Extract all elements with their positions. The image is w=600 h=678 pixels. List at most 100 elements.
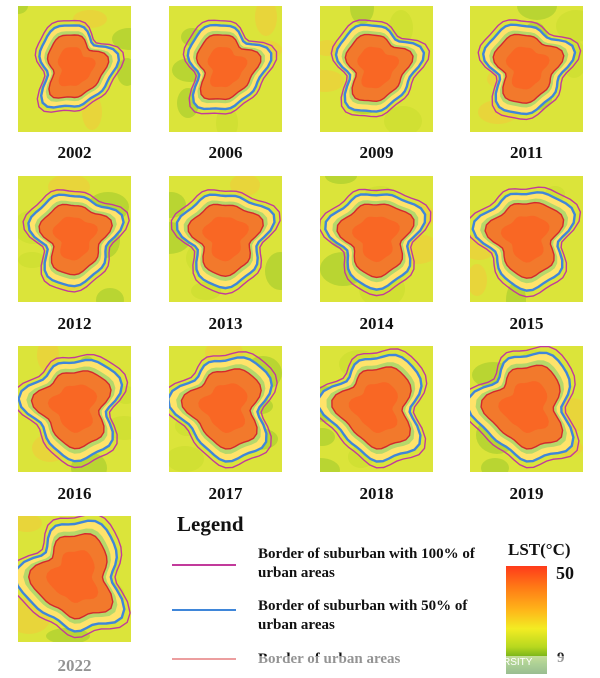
lst-map [470, 6, 583, 132]
map-panel [169, 176, 282, 302]
panel-year-label: 2015 [509, 314, 544, 333]
border-suburban-100 [320, 348, 428, 469]
border-suburban-50 [18, 358, 124, 463]
land-cover-patch [320, 70, 344, 92]
border-suburban-100 [18, 353, 129, 469]
map-panel [18, 6, 131, 132]
border-suburban-50 [334, 23, 426, 113]
panel-year-label: 2011 [509, 143, 544, 162]
border-suburban-100 [182, 19, 278, 115]
panel-year-label: 2018 [359, 484, 394, 503]
map-panel [470, 6, 583, 132]
land-cover-patch [73, 10, 107, 28]
border-suburban-100 [470, 186, 582, 298]
border-suburban-50 [169, 356, 274, 463]
lst-map [169, 176, 282, 302]
map-panel [320, 6, 433, 132]
panel-year-label: 2017 [208, 484, 243, 503]
map-panel [169, 6, 282, 132]
lst-map [18, 346, 131, 472]
land-cover-patch [18, 516, 42, 532]
urban-heat-core [348, 382, 398, 433]
border-suburban-100 [470, 346, 580, 469]
border-suburban-50 [27, 193, 125, 288]
border-suburban-100 [169, 351, 278, 469]
map-panel [18, 346, 131, 472]
lst-map [18, 6, 131, 132]
map-panel [470, 346, 583, 472]
map-panel [320, 346, 433, 472]
urban-heat-core [46, 550, 99, 603]
map-panel [169, 346, 282, 472]
legend-line-suburban-100 [172, 564, 236, 566]
land-cover-patch [556, 10, 583, 42]
border-suburban-50 [320, 353, 423, 463]
border-suburban-50 [18, 519, 126, 633]
urban-heat-core [352, 216, 400, 263]
land-cover-patch [18, 6, 28, 14]
land-cover-patch [112, 28, 131, 50]
land-cover-patch [255, 6, 277, 36]
border-suburban-50 [471, 191, 577, 292]
land-cover-patch [481, 458, 509, 472]
legend-title: Legend [177, 512, 244, 536]
land-cover-patch [117, 58, 131, 86]
urban-heat-core [505, 46, 550, 90]
panel-year-label: 2012 [57, 314, 92, 333]
border-suburban-50 [470, 351, 575, 463]
urban-heat-core [57, 47, 96, 87]
urban-heat-core [47, 384, 98, 433]
panel-year-label: 2013 [208, 314, 243, 333]
panel-year-label: 2002 [57, 143, 92, 162]
urban-heat-core [207, 47, 248, 88]
urban-heat-core [202, 216, 249, 262]
land-cover-patch [18, 252, 46, 268]
lst-map [169, 6, 282, 132]
panel-year-label: 2019 [509, 484, 544, 503]
border-suburban-100 [170, 189, 281, 295]
land-cover-patch [191, 282, 221, 300]
urban-heat-core [357, 46, 400, 89]
urban-heat-core [52, 216, 98, 261]
border-suburban-50 [186, 23, 273, 111]
border-suburban-100 [477, 19, 582, 121]
lst-map [470, 346, 583, 472]
map-panel [320, 176, 433, 302]
urban-heat-core [498, 381, 549, 433]
land-cover-patch [389, 10, 413, 46]
panel-year-label: 2016 [57, 484, 92, 503]
map-panel [470, 176, 583, 302]
colorbar-max-label: 50 [556, 563, 574, 583]
urban-heat-core [500, 215, 550, 263]
border-suburban-100 [34, 19, 125, 113]
border-suburban-100 [22, 189, 130, 293]
legend-label-suburban-100: Border of suburban with 100% of urban ar… [258, 546, 475, 581]
land-cover-patch [470, 264, 487, 296]
panel-year-label: 2006 [208, 143, 243, 162]
border-suburban-100 [18, 516, 131, 639]
lst-map [18, 516, 131, 642]
border-suburban-100 [320, 188, 432, 297]
border-suburban-100 [330, 19, 431, 118]
watermark-band [0, 656, 600, 678]
land-cover-patch [169, 446, 204, 472]
lst-map [470, 176, 583, 302]
lst-map [320, 346, 433, 472]
land-cover-patch [320, 458, 340, 472]
lst-map [320, 176, 433, 302]
map-panel [18, 176, 131, 302]
colorbar-title: LST(°C) [508, 540, 571, 559]
land-cover-patch [384, 106, 422, 132]
land-cover-patch [265, 252, 282, 290]
legend-label-suburban-50: Border of suburban with 50% of urban are… [258, 598, 468, 633]
lst-map [18, 176, 131, 302]
border-suburban-50 [324, 193, 427, 291]
land-cover-patch [320, 428, 335, 446]
urban-heat-core [198, 383, 248, 433]
land-cover-patch [325, 176, 357, 184]
land-cover-patch [82, 94, 102, 130]
border-suburban-50 [38, 24, 121, 109]
map-panel [18, 516, 131, 642]
land-cover-patch [169, 192, 186, 218]
